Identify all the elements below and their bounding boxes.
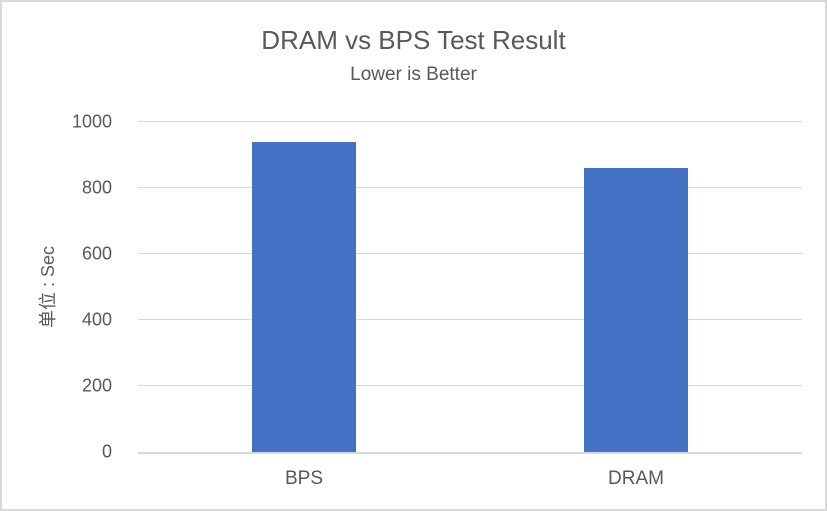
gridline — [138, 385, 802, 386]
gridline — [138, 319, 802, 320]
gridline — [138, 187, 802, 188]
gridline — [138, 253, 802, 254]
plot-area — [138, 121, 802, 454]
y-tick-label: 1000 — [71, 111, 112, 132]
x-axis-label: DRAM — [608, 468, 664, 489]
bar-bps — [251, 141, 357, 452]
x-axis-label: BPS — [284, 468, 324, 489]
y-tick-label: 200 — [81, 375, 112, 396]
bar-dram — [583, 168, 689, 452]
y-tick-label: 800 — [81, 177, 112, 198]
chart-subtitle: Lower is Better — [350, 64, 477, 85]
y-tick-label: 0 — [101, 441, 112, 462]
chart-title: DRAM vs BPS Test Result — [261, 25, 566, 55]
y-axis: 0 200 400 600 800 1000 — [2, 112, 112, 462]
gridline — [138, 121, 802, 122]
y-tick-label: 600 — [81, 243, 112, 264]
x-axis: BPS DRAM — [138, 468, 802, 494]
y-tick-label: 400 — [81, 309, 112, 330]
